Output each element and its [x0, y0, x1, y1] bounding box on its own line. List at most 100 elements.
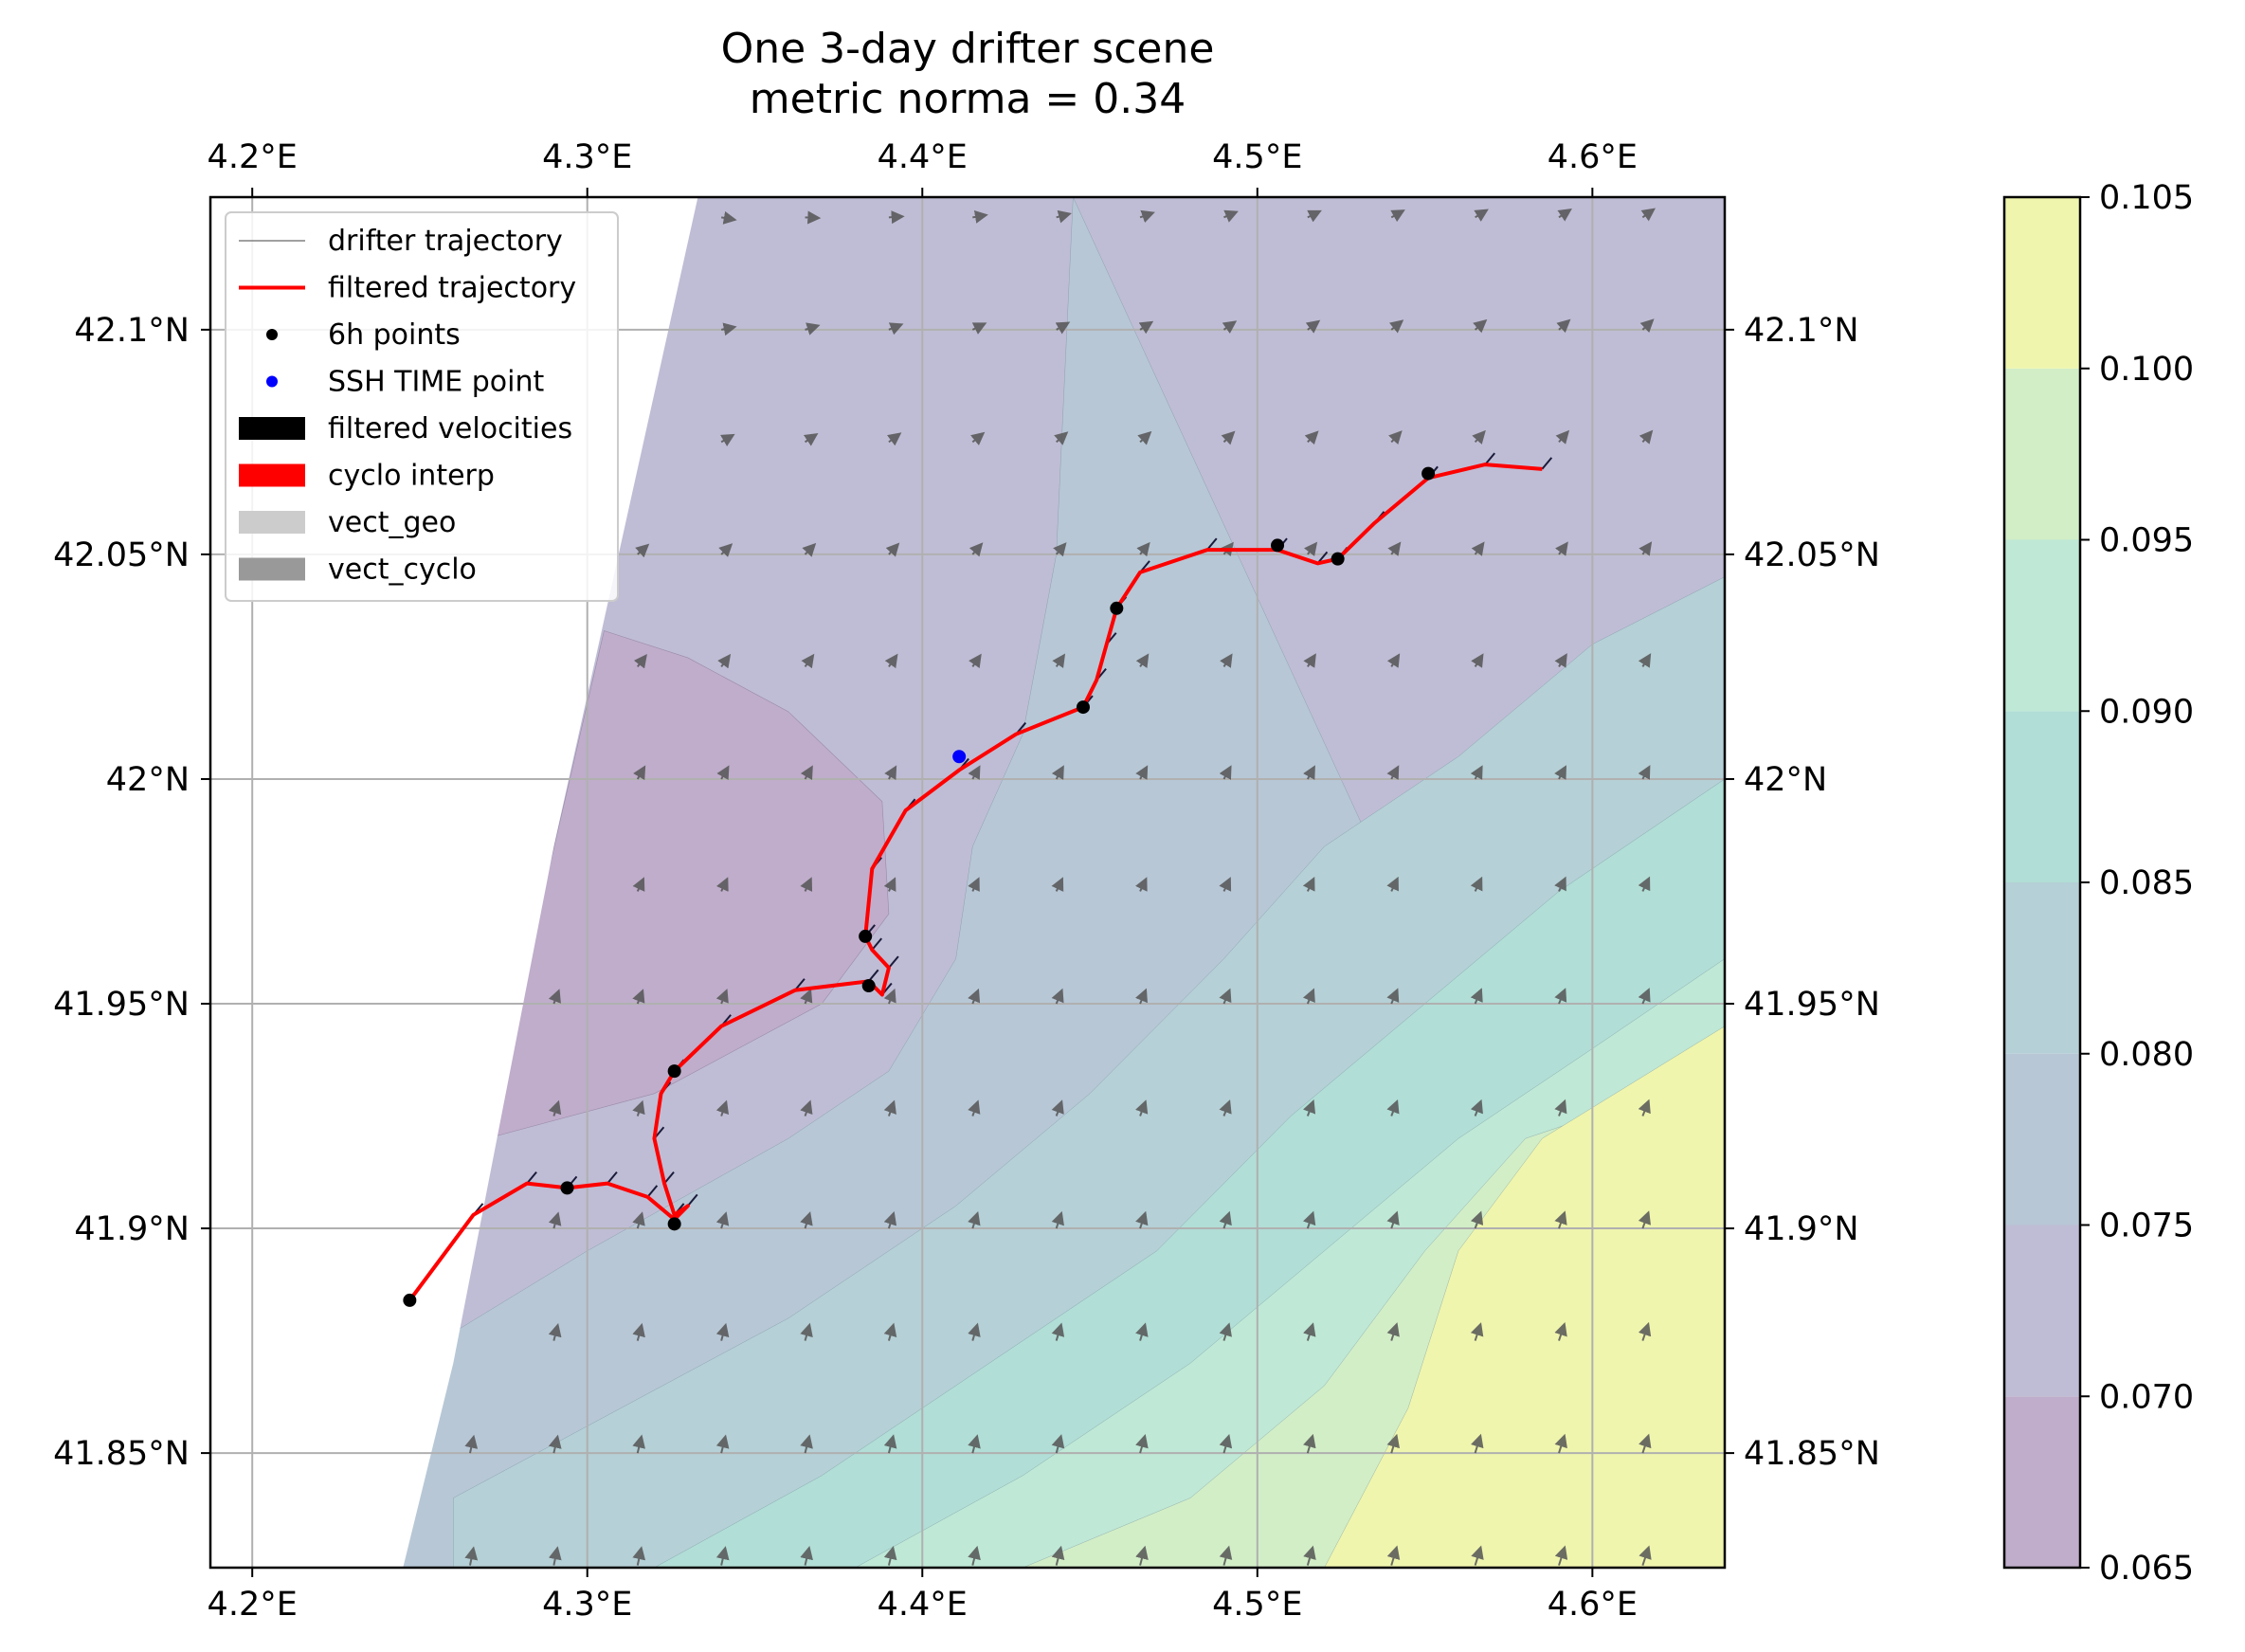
vector-arrow-42	[1554, 1321, 1567, 1341]
vector-arrow-117	[1052, 653, 1066, 669]
vector-arrow-112	[633, 654, 647, 669]
filtered-velocity-8	[687, 1193, 698, 1207]
vector-arrow-70	[1554, 1098, 1567, 1116]
filtered-velocity-5	[607, 1171, 618, 1185]
vector-arrow-91	[1051, 877, 1064, 892]
legend-label-4: filtered velocities	[328, 412, 572, 445]
vector-arrow-43	[1638, 1321, 1652, 1341]
vector-arrow-40	[1386, 1322, 1400, 1341]
vector-arrow-94	[1302, 876, 1315, 892]
vector-arrow-38	[1219, 1322, 1232, 1341]
vector-arrow-163	[805, 210, 822, 225]
vector-arrow-13	[1554, 1545, 1568, 1566]
vector-arrow-153	[971, 322, 987, 335]
vector-arrow-88	[800, 877, 813, 892]
colorbar-band-1	[2004, 1225, 2080, 1397]
point-6h-10	[1421, 466, 1436, 481]
vector-arrow-122	[1471, 653, 1484, 668]
vector-arrow-10	[1303, 1545, 1316, 1566]
vector-arrow-24	[1219, 1433, 1233, 1454]
legend-label-1: filtered trajectory	[328, 272, 576, 305]
x-tick-label-bottom-0: 4.2°E	[208, 1586, 298, 1624]
vector-arrow-86	[632, 877, 645, 892]
vector-arrow-11	[1386, 1545, 1401, 1566]
vector-arrow-161	[1639, 318, 1655, 334]
legend-label-6: vect_geo	[328, 506, 456, 539]
vector-arrow-108	[1386, 765, 1400, 780]
point-6h-2	[667, 1217, 681, 1231]
colorbar: 0.065 0.070 0.075 0.080 0.085 0.090 0.095 0.100…	[2002, 179, 2194, 1588]
vector-arrow-60	[715, 1099, 730, 1116]
legend: drifter trajectory filtered trajectory 6h …	[225, 211, 619, 602]
vector-arrow-109	[1470, 765, 1483, 780]
vector-arrow-14	[1638, 1545, 1652, 1566]
vector-arrow-111	[1638, 765, 1651, 780]
vector-arrow-32	[715, 1322, 730, 1341]
vector-arrow-96	[1470, 876, 1483, 892]
vector-arrow-143	[1137, 430, 1152, 445]
vector-arrow-159	[1473, 318, 1488, 334]
vector-arrow-73	[632, 989, 645, 1005]
legend-swatch-6	[239, 511, 305, 534]
vector-arrow-4	[800, 1546, 813, 1566]
vector-arrow-173	[1640, 208, 1657, 222]
colorbar-tick-label-3: 0.080	[2099, 1036, 2194, 1074]
vector-arrow-77	[968, 988, 981, 1005]
vector-arrow-2	[632, 1546, 646, 1566]
vector-arrow-62	[883, 1099, 896, 1116]
vector-arrow-113	[717, 653, 732, 669]
x-tick-label-bottom-2: 4.4°E	[878, 1586, 968, 1624]
vector-arrow-168	[1223, 209, 1239, 223]
vector-arrow-22	[1051, 1434, 1065, 1454]
legend-label-7: vect_cyclo	[328, 554, 477, 587]
vector-arrow-51	[1135, 1210, 1149, 1229]
vector-arrow-119	[1220, 653, 1233, 668]
vector-arrow-160	[1556, 318, 1571, 334]
colorbar-tick-label-0: 0.065	[2099, 1550, 2194, 1588]
vector-arrow-162	[720, 210, 737, 225]
x-tick-label-top-0: 4.2°E	[208, 138, 298, 176]
vector-arrow-28	[1554, 1433, 1567, 1454]
y-tick-label-left-5: 42.1°N	[74, 312, 190, 350]
y-tick-label-left-4: 42.05°N	[53, 536, 190, 574]
point-6h-0	[403, 1293, 417, 1307]
colorbar-tick-label-4: 0.085	[2099, 864, 2194, 902]
legend-swatch-3	[266, 375, 278, 388]
colorbar-band-3	[2004, 882, 2080, 1054]
vector-arrow-142	[1054, 431, 1069, 445]
colorbar-tick-label-6: 0.095	[2099, 522, 2194, 560]
vector-arrow-20	[883, 1434, 897, 1454]
x-tick-label-bottom-3: 4.5°E	[1212, 1586, 1302, 1624]
vector-arrow-6	[968, 1545, 981, 1566]
vector-arrow-87	[716, 877, 729, 892]
vector-arrow-125	[635, 543, 650, 558]
vector-arrow-16	[548, 1434, 562, 1454]
vector-arrow-127	[802, 542, 817, 557]
vector-arrow-110	[1554, 765, 1567, 780]
legend-label-0: drifter trajectory	[328, 225, 563, 258]
vector-arrow-114	[801, 653, 815, 669]
vector-arrow-69	[1470, 1098, 1483, 1116]
vector-arrow-0	[464, 1546, 479, 1566]
point-6h-3	[667, 1064, 681, 1079]
legend-swatch-7	[239, 557, 305, 581]
colorbar-band-7	[2004, 197, 2080, 369]
point-6h-9	[1331, 552, 1345, 566]
vector-arrow-56	[1554, 1210, 1567, 1229]
axes-tick-labels: 4.2°E 4.2°E 4.3°E 4.3°E 4.4°E 4.4°E 4.5°E 4.5°E…	[53, 138, 1880, 1624]
y-tick-label-left-3: 42°N	[106, 761, 190, 799]
vector-arrow-23	[1135, 1434, 1149, 1454]
x-tick-label-top-3: 4.5°E	[1212, 138, 1302, 176]
vector-arrow-107	[1303, 765, 1315, 780]
chart-title-line-2: metric norma = 0.34	[750, 75, 1186, 123]
point-6h-5	[859, 929, 873, 943]
vector-arrow-67	[1302, 1099, 1316, 1116]
filtered-trajectory-line	[407, 463, 1543, 1302]
vector-arrow-79	[1135, 988, 1148, 1005]
vector-arrow-97	[1554, 876, 1566, 892]
vector-arrow-150	[720, 322, 737, 336]
vector-arrow-21	[968, 1434, 981, 1454]
vector-arrow-82	[1386, 988, 1400, 1005]
vector-arrow-64	[1051, 1099, 1064, 1116]
